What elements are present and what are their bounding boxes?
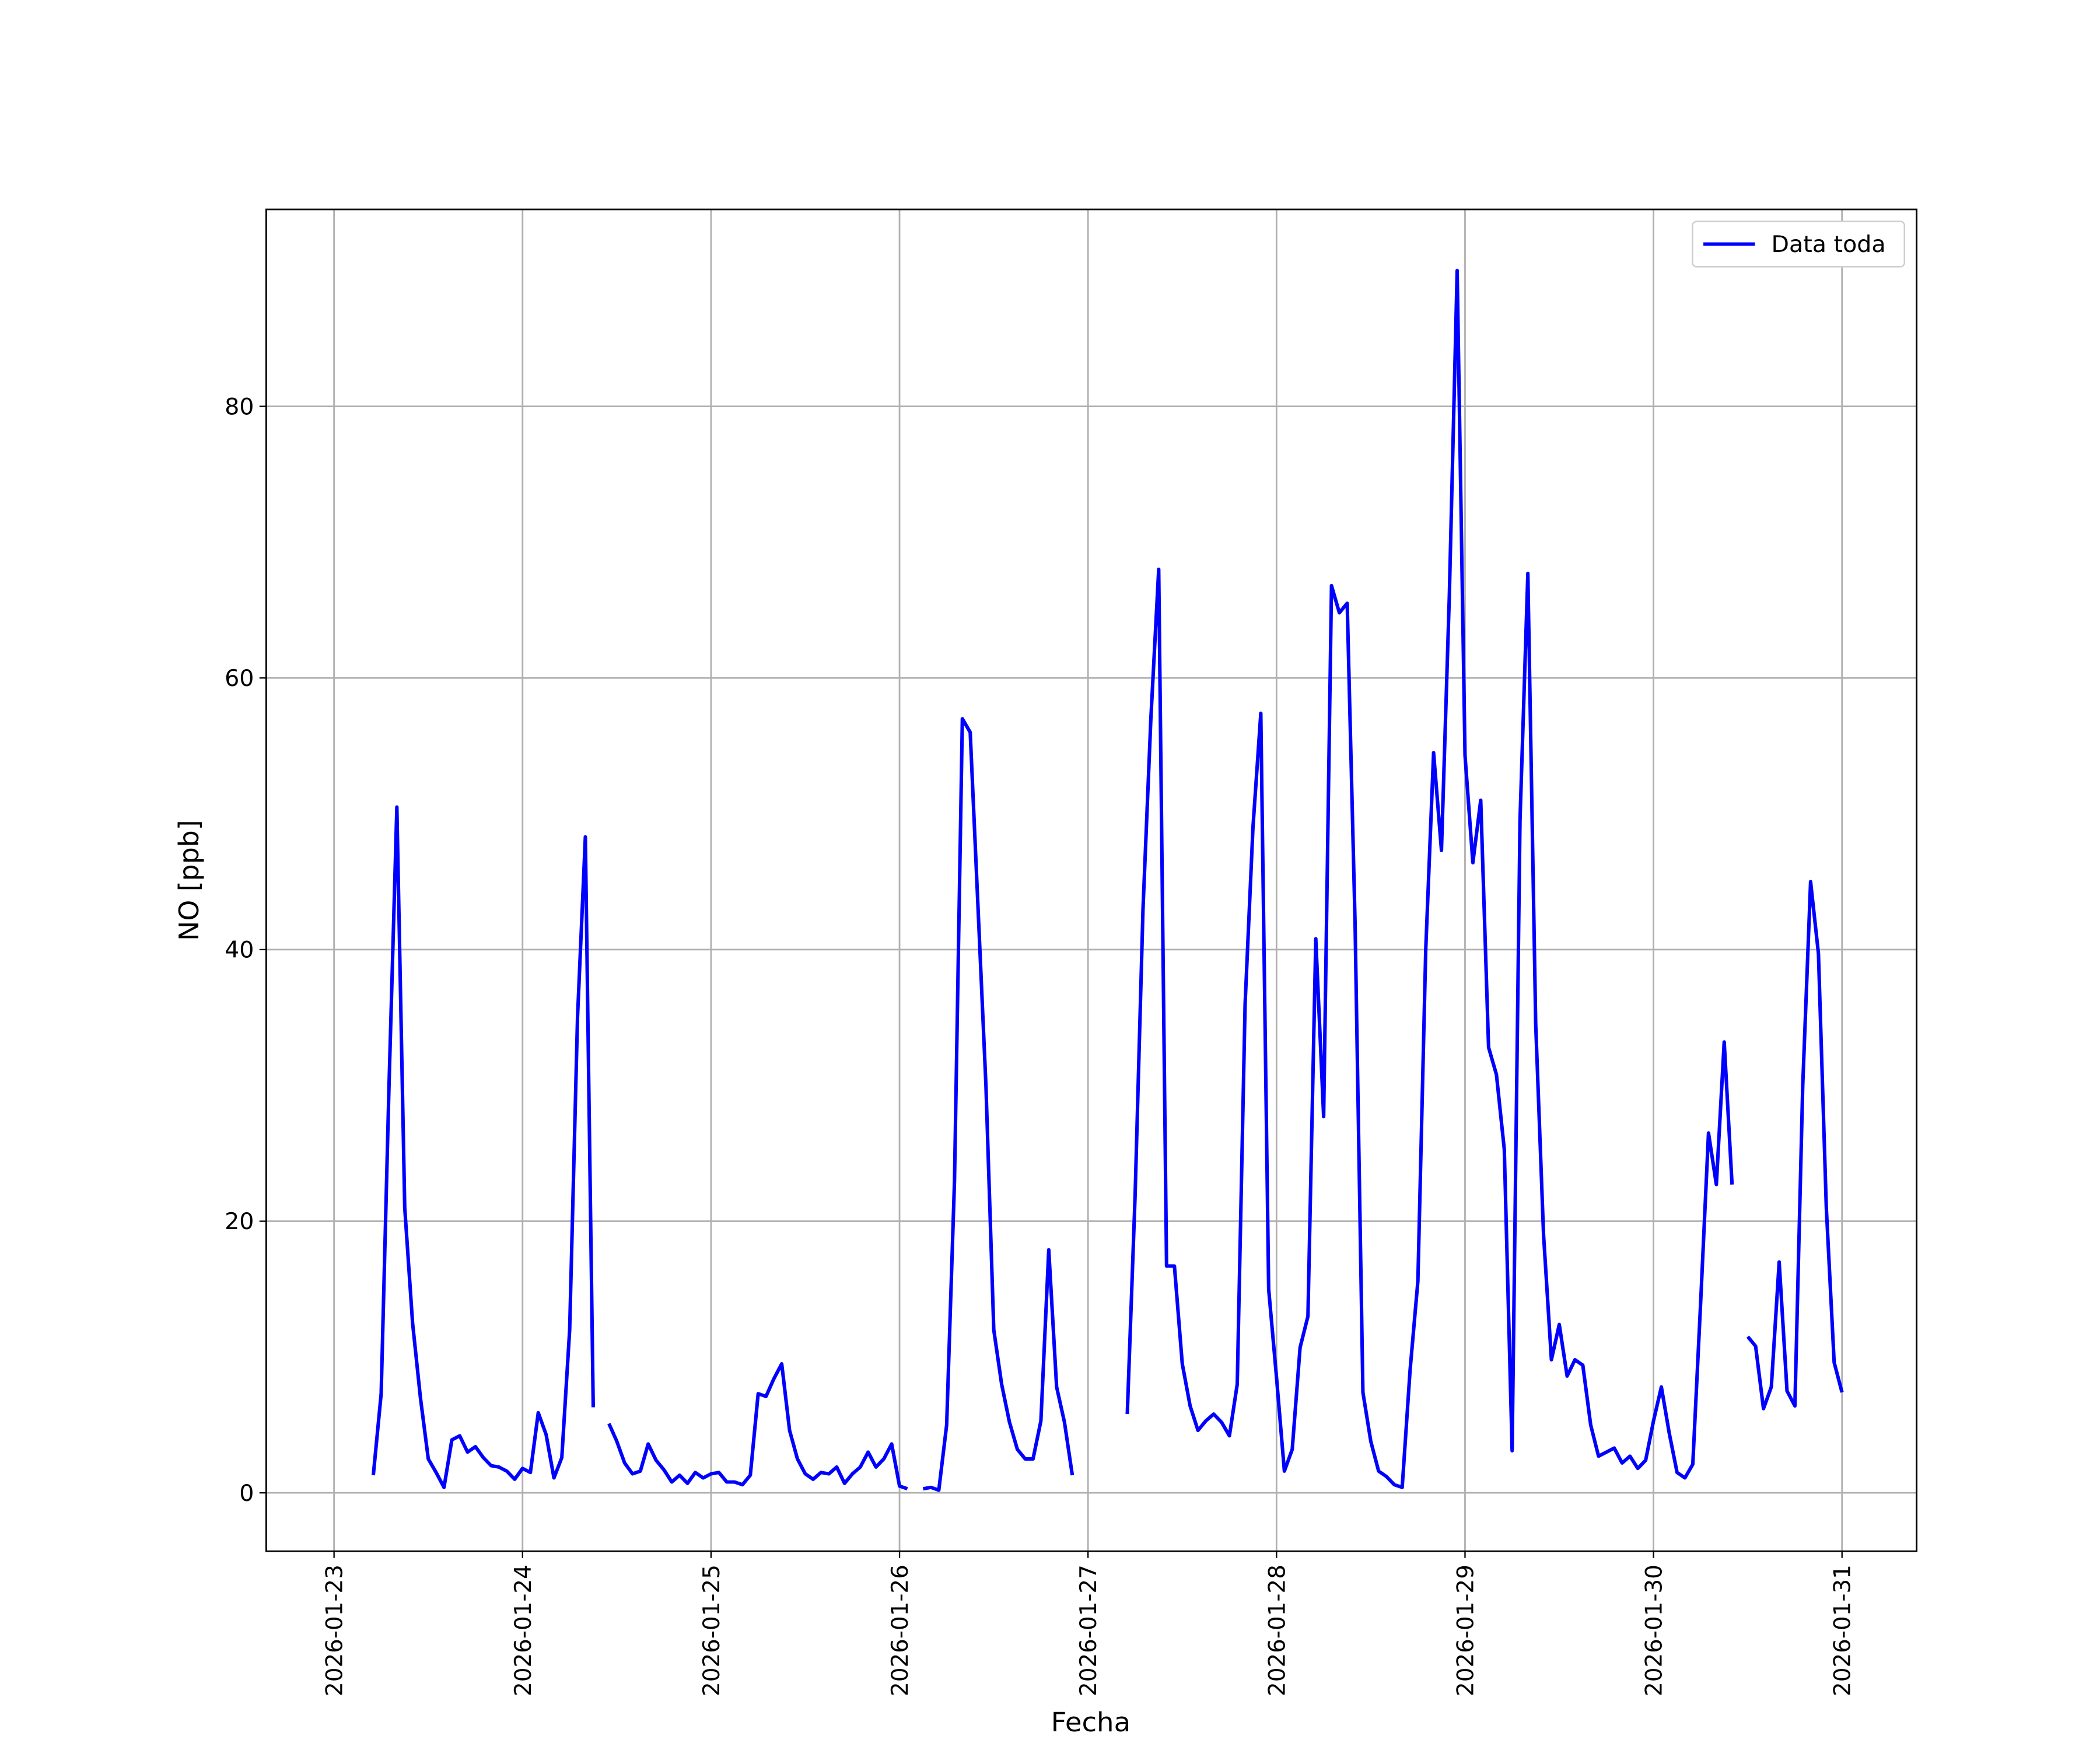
- x-tick-label: 2026-01-27: [1076, 1564, 1102, 1696]
- x-tick-label: 2026-01-24: [510, 1564, 536, 1696]
- y-tick-label: 20: [225, 1209, 254, 1236]
- data-line: [371, 268, 1844, 1492]
- y-tick-label: 80: [225, 394, 254, 421]
- x-tick-label: 2026-01-28: [1264, 1564, 1290, 1696]
- x-tick-label: 2026-01-31: [1829, 1564, 1856, 1696]
- y-tick-label: 40: [225, 937, 254, 964]
- y-tick-label: 60: [225, 666, 254, 692]
- x-axis-label: Fecha: [1051, 1706, 1131, 1738]
- plot-background: [266, 209, 1917, 1552]
- y-tick-label: 0: [239, 1480, 254, 1507]
- x-tick-label: 2026-01-25: [699, 1564, 725, 1696]
- x-tick-label: 2026-01-26: [887, 1564, 914, 1696]
- legend-label: Data toda: [1771, 232, 1885, 258]
- plot-frame: [265, 208, 1918, 1552]
- y-axis-label: NO [ppb]: [173, 820, 205, 940]
- legend-box: [1692, 220, 1905, 268]
- x-tick-label: 2026-01-30: [1641, 1564, 1667, 1696]
- x-tick-label: 2026-01-23: [321, 1564, 348, 1696]
- x-tick-label: 2026-01-29: [1452, 1564, 1479, 1696]
